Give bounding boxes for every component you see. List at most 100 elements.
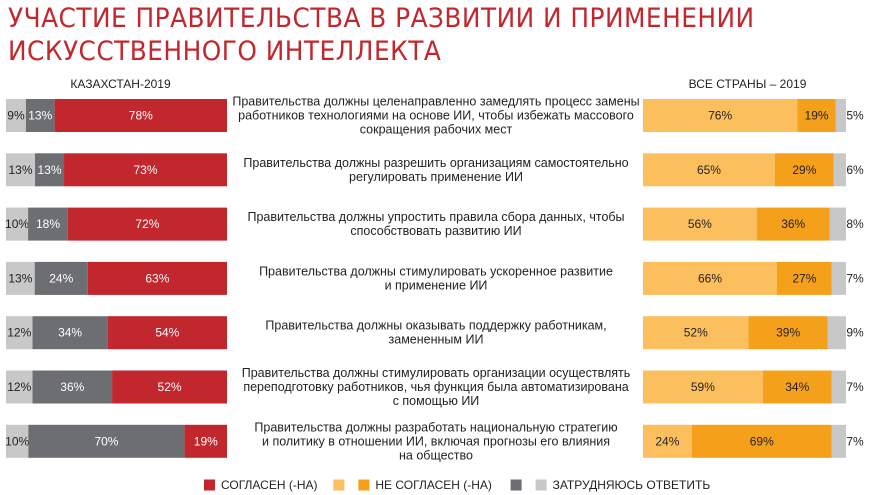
category-label: и применение ИИ	[385, 278, 488, 292]
legend-swatch	[510, 479, 522, 491]
right-bar-segment	[774, 153, 834, 187]
category-label: способствовать развитию ИИ	[350, 224, 521, 238]
right-bar-value-label: 39%	[776, 326, 800, 340]
left-bar-segment	[54, 99, 228, 132]
left-bar-value-label: 9%	[7, 109, 25, 123]
right-bar-value-label: 5%	[846, 109, 864, 123]
left-bar-value-label: 13%	[8, 271, 32, 285]
legend-label: СОГЛАСЕН (-НА)	[221, 478, 318, 492]
left-bar-segment	[34, 261, 88, 295]
category-label: Правительства должны стимулировать ускор…	[259, 264, 613, 278]
left-bar-value-label: 10%	[5, 217, 29, 231]
left-bar-segment	[28, 424, 185, 458]
right-bar-value-label: 36%	[781, 217, 805, 231]
legend-label: ЗАТРУДНЯЮСЬ ОТВЕТИТЬ	[553, 478, 711, 492]
left-bar-segment	[6, 153, 36, 187]
right-bar-segment	[643, 316, 749, 350]
category-label: Правительства должны упростить правила с…	[247, 210, 624, 224]
left-bar-value-label: 10%	[5, 434, 29, 448]
left-bar-segment	[112, 370, 227, 404]
right-bar-segment	[835, 99, 846, 132]
right-bar-segment	[831, 370, 846, 404]
right-panel-title: ВСЕ СТРАНЫ – 2019	[689, 77, 807, 91]
category-label: регулировать применение ИИ	[349, 170, 523, 184]
right-bar-value-label: 8%	[846, 217, 864, 231]
right-bar-segment	[643, 261, 777, 295]
right-bar-segment	[776, 261, 832, 295]
left-bar-value-label: 73%	[134, 163, 158, 177]
category-label: Правительства должны оказывать поддержку…	[265, 319, 606, 333]
right-bar-segment	[762, 370, 832, 404]
chart-title-line-2: ИСКУССТВЕННОГО ИНТЕЛЛЕКТА	[8, 36, 442, 67]
right-bar-segment	[831, 424, 846, 458]
left-bar-segment	[6, 99, 26, 132]
right-bar-value-label: 76%	[708, 109, 732, 123]
category-label: и политику в отношении ИИ, включая прогн…	[262, 434, 610, 448]
right-bar-value-label: 65%	[697, 163, 721, 177]
left-bar-segment	[107, 316, 227, 350]
left-bar-segment	[6, 370, 33, 404]
left-bar-value-label: 12%	[7, 380, 31, 394]
left-bar-value-label: 78%	[129, 109, 153, 123]
category-label: замененным ИИ	[389, 333, 484, 347]
right-bar-segment	[756, 207, 830, 241]
right-bar-value-label: 66%	[698, 271, 722, 285]
left-panel-title: КАЗАХСТАН-2019	[70, 77, 171, 91]
left-bar-segment	[6, 424, 29, 458]
legend-swatch	[535, 479, 547, 491]
left-bar-value-label: 24%	[49, 271, 73, 285]
right-bar-segment	[643, 207, 757, 241]
right-bar-segment	[643, 424, 692, 458]
right-bar-value-label: 29%	[792, 163, 816, 177]
right-bar-value-label: 7%	[846, 434, 864, 448]
left-bar-value-label: 18%	[36, 217, 60, 231]
right-bar-value-label: 56%	[688, 217, 712, 231]
right-bar-segment	[797, 99, 836, 132]
category-label: переподготовку работников, чья функция б…	[243, 380, 628, 394]
left-bar-value-label: 13%	[28, 109, 52, 123]
legend-swatch	[358, 479, 370, 491]
chart-title: УЧАСТИЕ ПРАВИТЕЛЬСТВА В РАЗВИТИИ И ПРИМЕ…	[8, 2, 755, 68]
right-bar-segment	[691, 424, 832, 458]
right-bar-value-label: 27%	[792, 271, 816, 285]
left-bar-value-label: 19%	[194, 434, 218, 448]
left-bar-value-label: 12%	[7, 326, 31, 340]
chart-title-line-1: УЧАСТИЕ ПРАВИТЕЛЬСТВА В РАЗВИТИИ И ПРИМЕ…	[8, 3, 755, 34]
left-bar-value-label: 70%	[94, 434, 118, 448]
category-label: с помощью ИИ	[393, 394, 480, 408]
right-bar-value-label: 24%	[655, 434, 679, 448]
category-label: на общество	[399, 448, 473, 462]
left-bar-segment	[184, 424, 227, 458]
left-bar-segment	[32, 316, 108, 350]
left-bar-segment	[64, 153, 227, 187]
right-bar-segment	[643, 99, 798, 132]
right-bar-segment	[748, 316, 828, 350]
left-bar-segment	[25, 99, 55, 132]
category-label: сокращения рабочих мест	[360, 123, 513, 137]
category-label: Правительства должны разработать национа…	[254, 420, 617, 434]
legend-swatch	[204, 479, 215, 491]
left-bar-segment	[6, 207, 29, 241]
left-bar-segment	[32, 370, 113, 404]
right-bar-value-label: 7%	[846, 271, 864, 285]
left-bar-value-label: 34%	[58, 326, 82, 340]
left-bar-segment	[87, 261, 228, 295]
right-bar-segment	[643, 370, 763, 404]
left-bar-segment	[6, 316, 33, 350]
right-bar-value-label: 59%	[691, 380, 715, 394]
category-label: Правительства должны разрешить организац…	[243, 156, 628, 170]
right-bar-segment	[833, 153, 846, 187]
category-label: Правительства должны стимулировать орган…	[242, 366, 631, 380]
left-bar-segment	[6, 261, 35, 295]
category-label: работников технологиями на основе ИИ, чт…	[238, 109, 634, 123]
right-bar-value-label: 52%	[684, 326, 708, 340]
left-bar-segment	[28, 207, 68, 241]
right-bar-value-label: 19%	[805, 109, 829, 123]
right-bar-value-label: 34%	[785, 380, 809, 394]
legend-label: НЕ СОГЛАСЕН (-НА)	[375, 478, 492, 492]
left-bar-segment	[67, 207, 227, 241]
category-label: Правительства должны целенаправленно зам…	[232, 95, 639, 109]
right-bar-segment	[827, 316, 846, 350]
legend-swatch	[333, 479, 345, 491]
right-bar-value-label: 69%	[750, 434, 774, 448]
